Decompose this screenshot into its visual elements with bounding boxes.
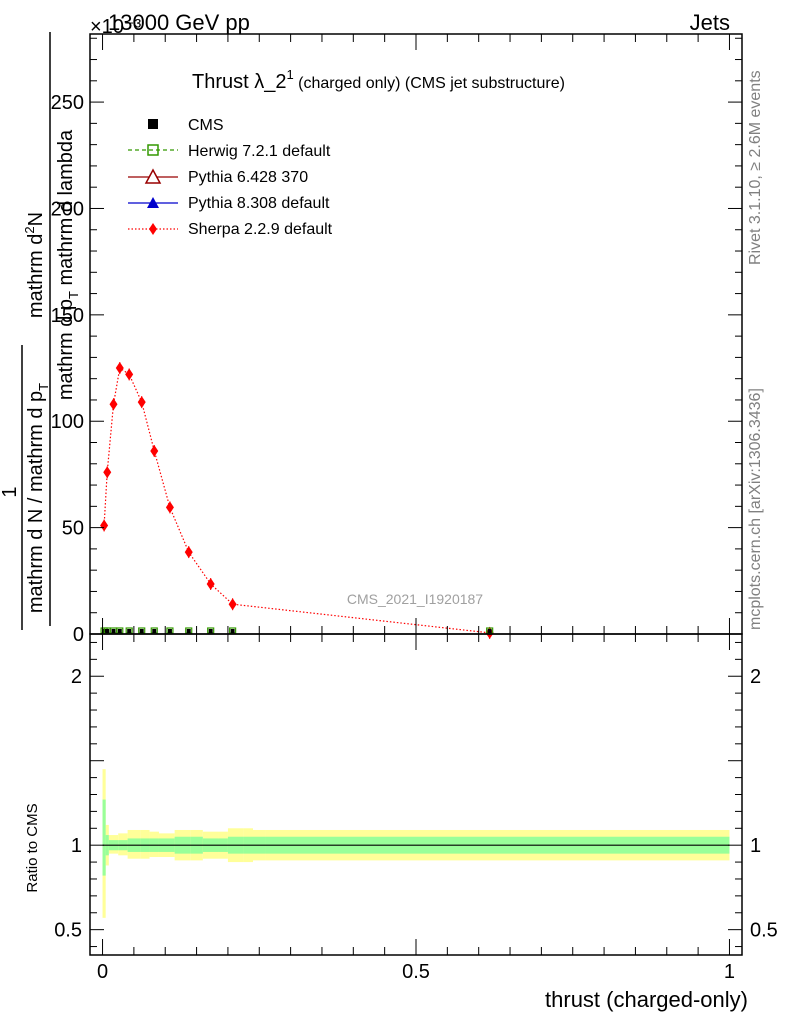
ratio-y-axis-label: Ratio to CMS (24, 803, 41, 892)
main-ytick-label: 100 (51, 411, 84, 433)
cms-point (186, 629, 191, 633)
sherpa-point (228, 598, 237, 611)
sherpa-point (206, 578, 215, 590)
chart-title: Thrust λ_21 (charged only) (CMS jet subs… (192, 67, 565, 93)
main-series (100, 362, 494, 639)
cms-point (487, 629, 492, 633)
cms-point (167, 629, 172, 633)
legend-cms-marker (148, 119, 158, 129)
ylabel-num-1: mathrm d (25, 234, 47, 318)
axes: 0 50 100 150 200 250 0.5 0.5 1 1 2 2 0 0.5 1 (51, 33, 778, 983)
ratio-ytick-label-right: 1 (750, 835, 761, 857)
ylabel-den-2: mathrm d lambda (55, 129, 77, 291)
ratio-bands (102, 769, 730, 918)
ylabel-num-2: N (25, 212, 47, 226)
sherpa-line (103, 366, 490, 634)
sherpa-point (115, 362, 124, 375)
ratio-ytick-label: 2 (71, 666, 82, 688)
main-ytick-label: 250 (51, 92, 84, 114)
sherpa-point (100, 519, 109, 532)
x-axis-label: thrust (charged-only) (545, 987, 748, 1012)
main-y-axis-label: mathrm d2N mathrm d pT mathrm d lambda 1… (0, 32, 81, 630)
ylabel-num-sup: 2 (22, 226, 37, 233)
legend-pythia6: Pythia 6.428 370 (188, 169, 308, 186)
legend-herwig-marker (147, 144, 159, 156)
ratio-band-inner (102, 799, 106, 876)
rivet-label: Rivet 3.1.10, ≥ 2.6M events (747, 70, 764, 265)
legend-cms: CMS (188, 117, 224, 134)
svg-text:mathrm d2N: mathrm d2N (22, 212, 47, 318)
main-ytick-label: 50 (62, 518, 84, 540)
sherpa-point (165, 501, 174, 514)
analysis-watermark: CMS_2021_I1920187 (347, 591, 483, 607)
legend-sherpa: Sherpa 2.2.9 default (188, 221, 333, 238)
sherpa-point (103, 466, 112, 479)
main-ytick-label: 200 (51, 198, 84, 220)
sherpa-point (184, 546, 193, 559)
legend-sherpa-marker (149, 223, 157, 235)
sherpa-point (109, 398, 118, 411)
main-ytick-label: 150 (51, 305, 84, 327)
title-main: Thrust λ_2 (192, 71, 286, 93)
cms-point (208, 629, 213, 633)
xtick-label: 0 (97, 961, 108, 983)
svg-text:mathrm d N / mathrm d pT: mathrm d N / mathrm d pT (25, 383, 51, 613)
ylabel-pref-den-1: mathrm d N / mathrm d p (25, 391, 47, 613)
ylabel-den-sub: T (66, 291, 81, 299)
sherpa-point (125, 368, 134, 381)
cms-point (230, 629, 235, 633)
svg-text:mathrm d pT mathrm d lambda: mathrm d pT mathrm d lambda (55, 129, 81, 400)
xtick-label: 1 (724, 961, 735, 983)
cms-point (139, 629, 144, 633)
ratio-ytick-label-right: 0.5 (750, 920, 778, 942)
cms-point (152, 629, 157, 633)
legend-pythia6-marker (144, 168, 162, 184)
energy-label: 13000 GeV pp (108, 10, 250, 35)
sherpa-point (150, 445, 159, 458)
legend-pythia8-marker (147, 197, 159, 208)
ylabel-den-1: mathrm d p (55, 299, 77, 400)
cms-point (105, 629, 110, 633)
legend: CMS Herwig 7.2.1 default Pythia 6.428 37… (128, 117, 333, 238)
ratio-ytick-label: 0.5 (54, 920, 82, 942)
cms-point (127, 629, 132, 633)
sherpa-point (137, 396, 146, 409)
ratio-frame (89, 633, 743, 956)
y-scale-exponent: ×10⁻³ (90, 16, 141, 38)
mcplots-label: mcplots.cern.ch [arXiv:1306.3436] (747, 388, 764, 630)
ratio-ytick-label-right: 2 (750, 666, 761, 688)
xtick-label: 0.5 (402, 961, 430, 983)
main-ytick-label: 0 (73, 624, 84, 646)
cms-point (117, 629, 122, 633)
ylabel-pref-den-sub: T (36, 383, 51, 391)
legend-pythia8: Pythia 8.308 default (188, 195, 330, 212)
ylabel-prefactor-num: 1 (0, 486, 21, 497)
title-suffix: (charged only) (CMS jet substructure) (294, 75, 565, 92)
legend-herwig: Herwig 7.2.1 default (188, 143, 331, 160)
cms-point (111, 629, 116, 633)
ratio-ytick-label: 1 (71, 835, 82, 857)
category-label: Jets (690, 10, 730, 35)
title-sup: 1 (286, 67, 293, 82)
